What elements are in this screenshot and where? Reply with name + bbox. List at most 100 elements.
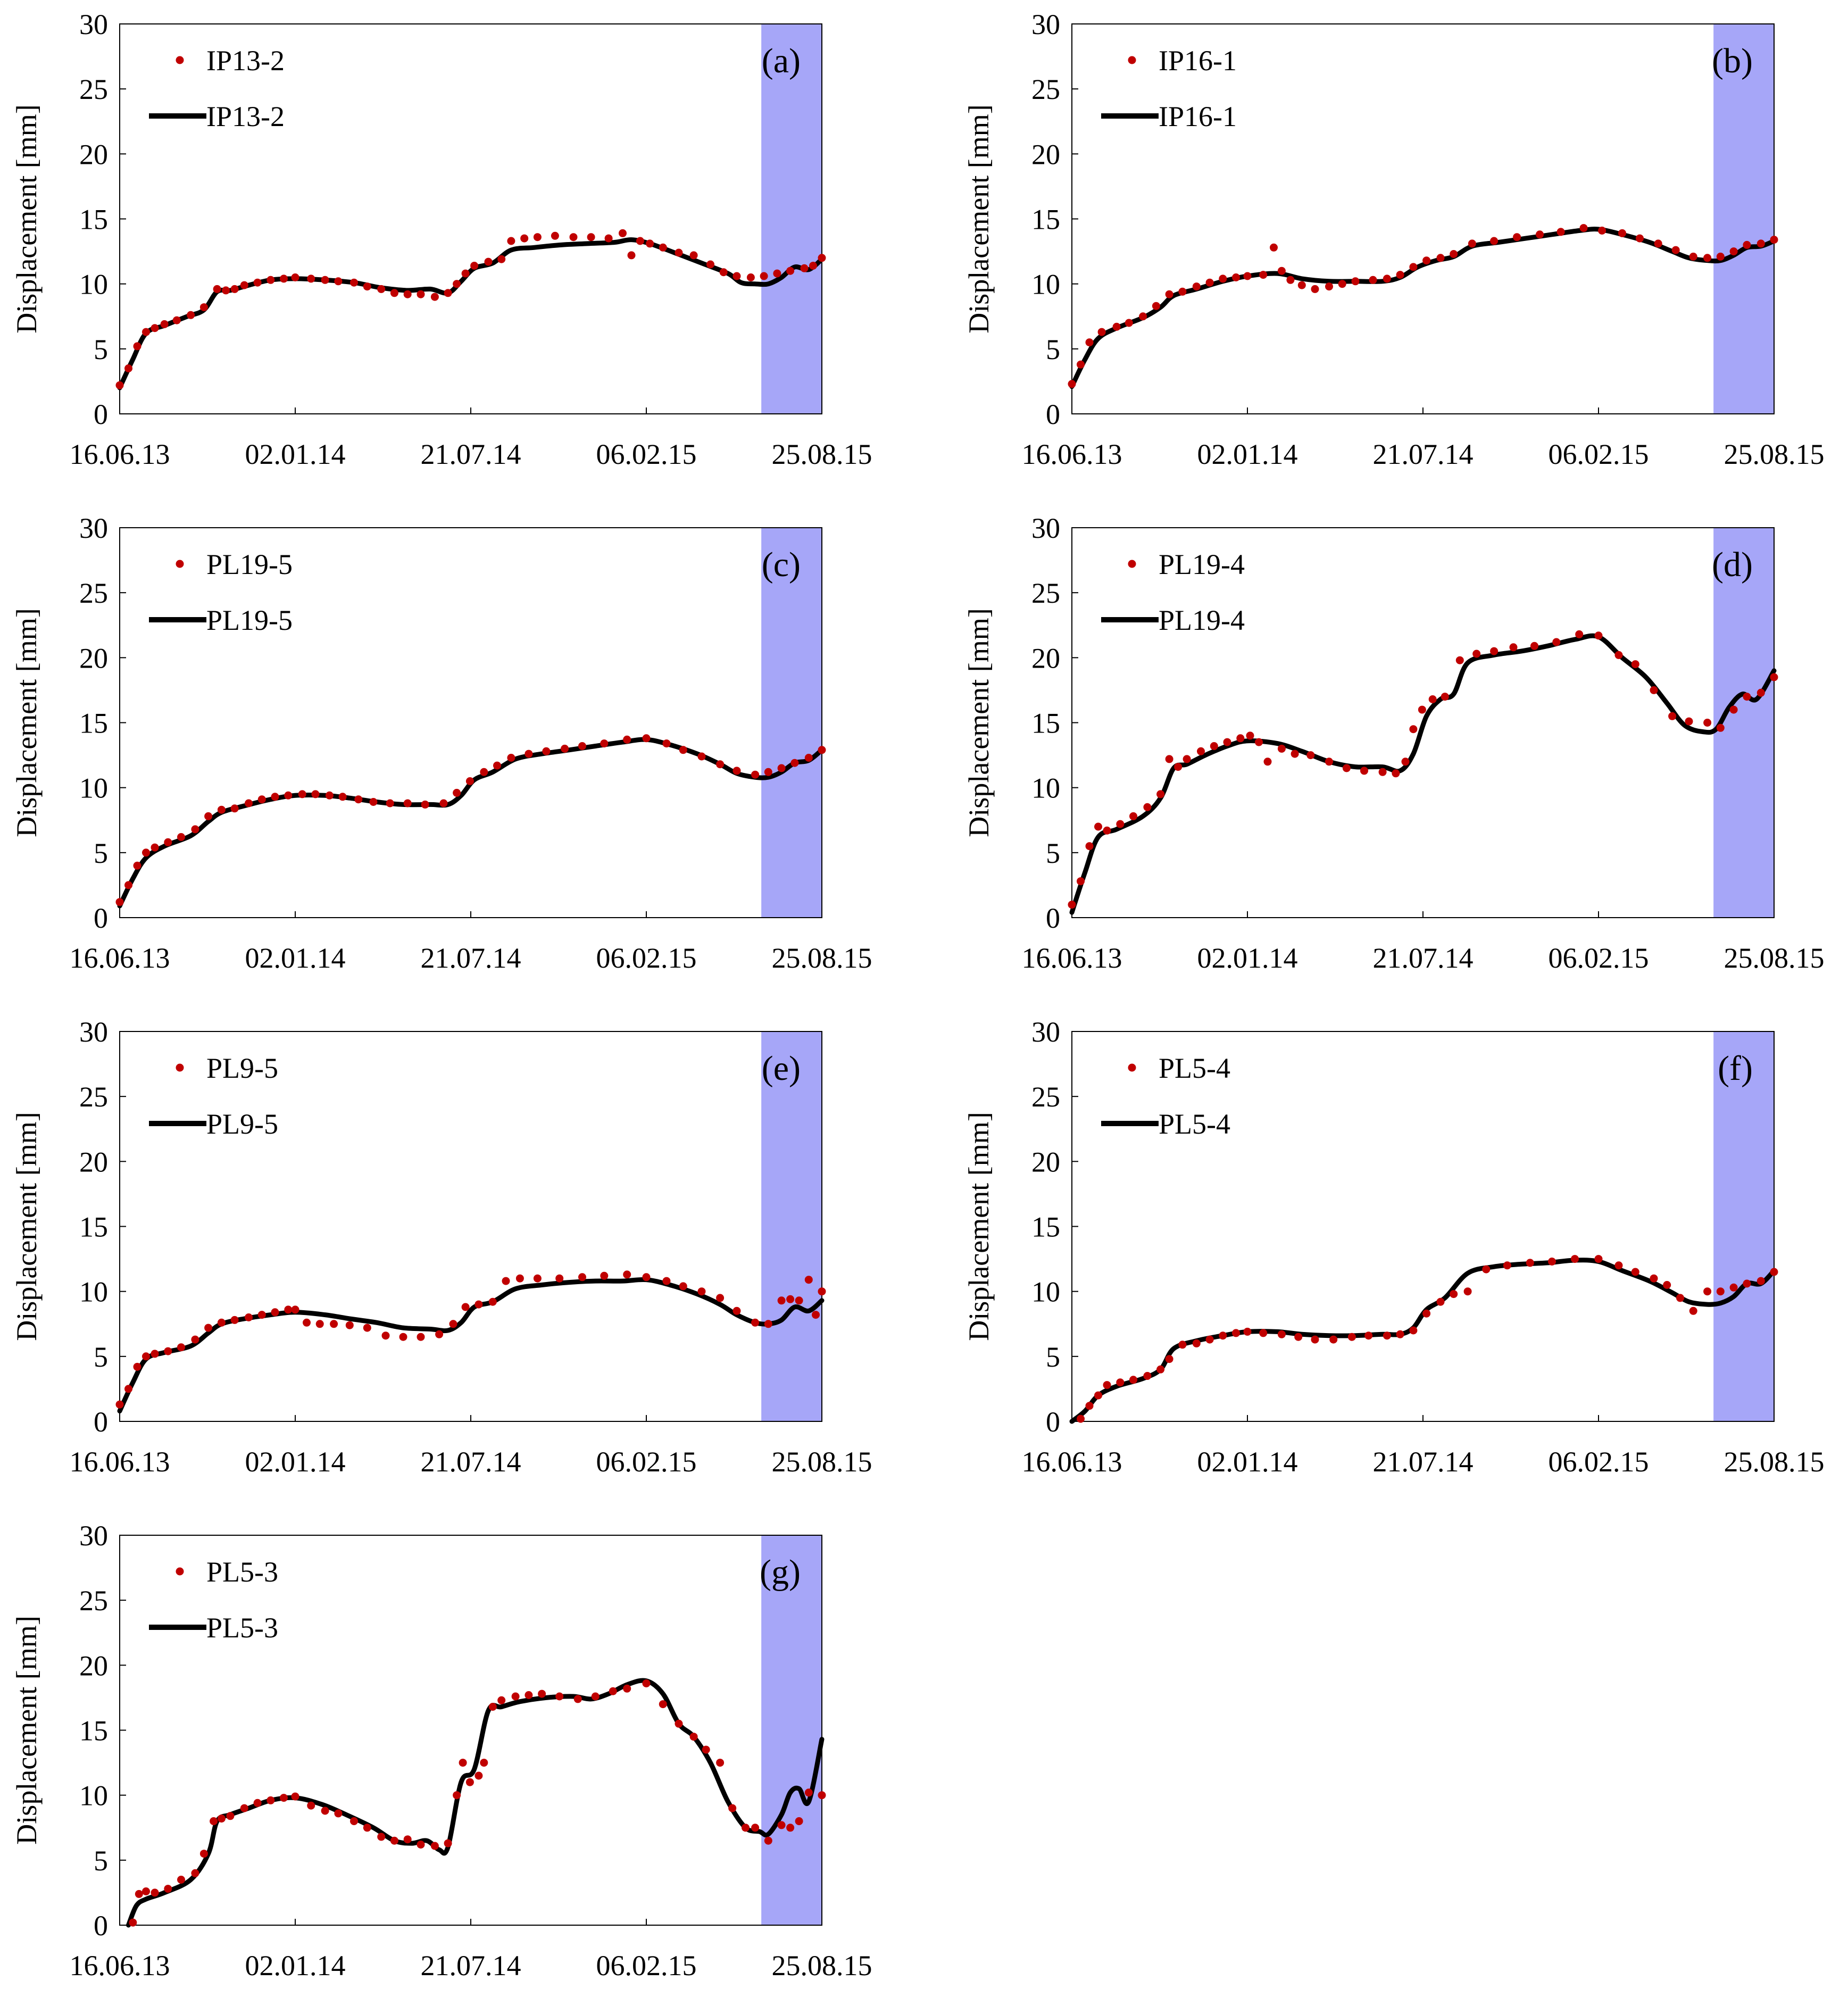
data-point xyxy=(1579,224,1588,232)
data-point xyxy=(786,267,795,275)
data-point xyxy=(417,1841,425,1849)
data-point xyxy=(804,1276,813,1284)
data-point xyxy=(226,1812,235,1820)
y-tick-label: 15 xyxy=(79,708,108,739)
data-point xyxy=(1378,768,1387,776)
data-point xyxy=(354,795,363,804)
data-point xyxy=(515,1274,524,1283)
panel-label: (e) xyxy=(762,1049,801,1088)
chart-svg-g: 0 5 10 15 20 25 30 16.06.13 02.01.14 21.07.14 06.0… xyxy=(11,1520,872,1982)
legend-marker-points xyxy=(1128,56,1136,64)
y-tick-label: 5 xyxy=(1046,334,1060,365)
data-point xyxy=(1210,742,1218,750)
data-point xyxy=(204,812,213,820)
data-point xyxy=(1383,274,1391,283)
data-point xyxy=(1668,712,1677,720)
data-point xyxy=(1650,1274,1658,1283)
data-point xyxy=(1085,842,1094,851)
data-point xyxy=(1369,276,1377,284)
data-point xyxy=(675,248,683,257)
data-point xyxy=(230,1316,239,1324)
y-tick-label: 10 xyxy=(1031,1276,1060,1308)
y-tick-label: 25 xyxy=(79,1081,108,1113)
data-point xyxy=(1509,643,1518,652)
data-point xyxy=(1743,1279,1751,1288)
x-tick-label: 02.01.14 xyxy=(245,438,346,470)
data-point xyxy=(253,278,262,287)
data-point xyxy=(307,274,315,283)
data-point xyxy=(533,233,542,242)
data-point xyxy=(1329,1335,1338,1344)
data-point xyxy=(1156,790,1165,798)
data-point xyxy=(511,1692,520,1701)
data-point xyxy=(1174,763,1183,771)
legend-label-line: PL19-4 xyxy=(1159,604,1245,636)
data-point xyxy=(1689,1306,1697,1315)
data-point xyxy=(1277,267,1286,275)
data-point xyxy=(369,798,378,806)
data-point xyxy=(818,1791,826,1800)
data-point xyxy=(303,1318,311,1327)
series-points-measured xyxy=(1068,224,1778,388)
legend-marker-points xyxy=(176,56,184,64)
data-point xyxy=(1671,246,1680,254)
data-point xyxy=(732,767,741,775)
data-point xyxy=(1482,1265,1491,1274)
data-point xyxy=(1085,338,1094,347)
data-point xyxy=(330,1320,338,1328)
data-point xyxy=(1152,302,1160,310)
y-axis-label: Displacement [mm] xyxy=(11,1112,43,1341)
panel-label: (b) xyxy=(1712,41,1753,80)
y-tick-label: 10 xyxy=(79,1276,108,1308)
data-point xyxy=(453,788,461,797)
x-tick-label: 21.07.14 xyxy=(1373,942,1474,974)
data-point xyxy=(1503,1261,1511,1270)
y-tick-label: 25 xyxy=(1031,73,1060,105)
data-point xyxy=(706,260,714,269)
data-point xyxy=(1396,1330,1404,1338)
y-tick-label: 15 xyxy=(79,1211,108,1243)
y-tick-label: 30 xyxy=(79,9,108,40)
data-point xyxy=(1116,820,1125,828)
x-tick-label: 06.02.15 xyxy=(1549,1446,1649,1478)
panel-label: (d) xyxy=(1712,545,1753,584)
data-point xyxy=(1409,1326,1418,1335)
series-line-model xyxy=(117,737,825,909)
data-point xyxy=(525,1691,533,1699)
chart-svg-a: 0 5 10 15 20 25 30 16.06.13 02.01.14 21.07.14 06.0… xyxy=(11,9,872,470)
data-point xyxy=(697,1287,706,1296)
legend-marker-points xyxy=(176,560,184,568)
data-point xyxy=(307,1801,315,1810)
data-point xyxy=(164,1885,172,1893)
x-tick-label: 21.07.14 xyxy=(421,438,521,470)
data-point xyxy=(751,770,760,779)
data-point xyxy=(115,898,124,906)
data-point xyxy=(777,1821,786,1829)
data-point xyxy=(764,768,772,776)
data-point xyxy=(338,793,347,801)
data-point xyxy=(1689,252,1697,261)
data-point xyxy=(642,1273,651,1281)
data-point xyxy=(325,791,334,800)
data-point xyxy=(777,1296,786,1305)
y-tick-label: 0 xyxy=(94,902,108,934)
data-point xyxy=(1192,1339,1201,1347)
x-tick-label: 02.01.14 xyxy=(245,1950,346,1982)
x-tick-label: 21.07.14 xyxy=(421,1950,521,1982)
data-point xyxy=(115,1400,124,1409)
data-point xyxy=(619,229,627,237)
data-point xyxy=(363,1324,371,1332)
data-point xyxy=(1392,769,1400,778)
y-tick-label: 25 xyxy=(79,73,108,105)
legend-label-points: PL19-4 xyxy=(1159,548,1245,580)
data-point xyxy=(470,262,479,270)
data-point xyxy=(1530,642,1538,650)
data-point xyxy=(1770,236,1778,244)
data-point xyxy=(245,799,253,808)
data-point xyxy=(600,739,609,748)
data-point xyxy=(1103,1381,1111,1389)
data-point xyxy=(795,1296,803,1305)
data-point xyxy=(1450,1290,1458,1299)
y-tick-label: 5 xyxy=(94,334,108,365)
x-tick-label: 16.06.13 xyxy=(1022,438,1122,470)
